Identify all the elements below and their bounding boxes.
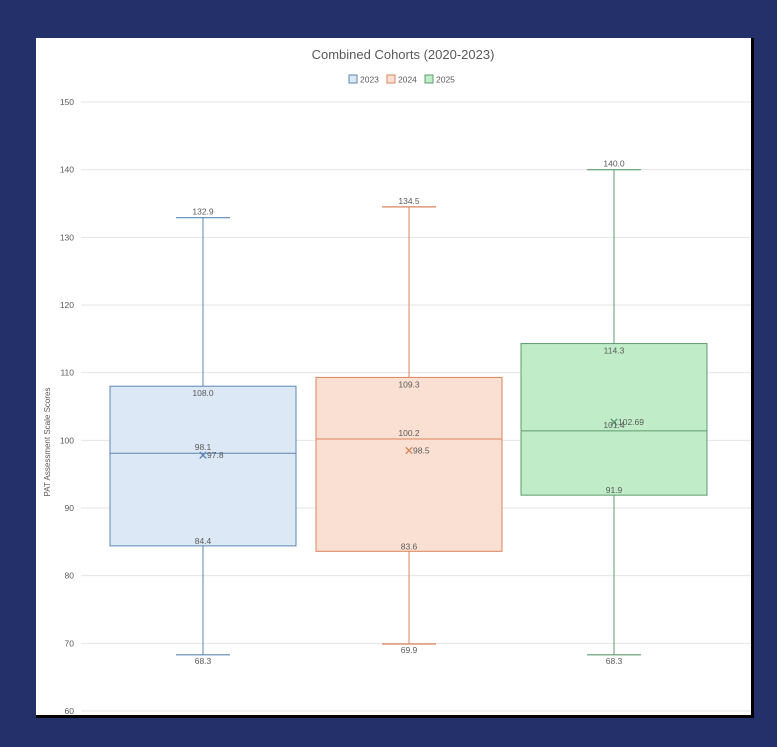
- data-labels: 132.9 108.0 98.197.8 84.4 68.3 134.5 109.3 100.…: [192, 159, 644, 666]
- legend-swatch-2024: [386, 74, 396, 84]
- label-min-2025: 68.3: [606, 656, 623, 666]
- chart-title: Combined Cohorts (2020-2023): [312, 47, 495, 62]
- box-body: [315, 376, 503, 552]
- y-tick-label: 70: [65, 638, 75, 648]
- y-tick-label: 120: [60, 300, 74, 310]
- label-max-2023: 132.9: [192, 207, 214, 217]
- label-median-2024: 100.2: [398, 428, 420, 438]
- label-mean-2025: 102.69: [618, 417, 644, 427]
- label-q3-2024: 109.3: [398, 379, 420, 389]
- label-mean-2023: 97.8: [207, 450, 224, 460]
- y-axis-label: PAT Assessment Scale Scores: [43, 388, 52, 497]
- legend: 2023 2024 2025: [348, 74, 455, 85]
- legend-label-2023: 2023: [360, 75, 379, 85]
- y-tick-label: 150: [60, 97, 74, 107]
- y-tick-label: 140: [60, 165, 74, 175]
- box-2023: [109, 217, 297, 656]
- label-median-2023: 98.1: [195, 442, 212, 452]
- label-q1-2023: 84.4: [195, 536, 212, 546]
- label-min-2023: 68.3: [195, 656, 212, 666]
- label-max-2025: 140.0: [603, 159, 625, 169]
- y-axis-ticks: 60 70 80 90 100 110 120 130 140 150: [60, 97, 74, 715]
- label-q3-2025: 114.3: [604, 346, 625, 356]
- mean-marker-stroke: [610, 418, 618, 426]
- y-tick-label: 100: [60, 435, 74, 445]
- y-tick-label: 130: [60, 232, 74, 242]
- y-tick-label: 60: [65, 706, 75, 715]
- legend-swatch-2025: [424, 74, 434, 84]
- y-tick-label: 90: [65, 503, 75, 513]
- mean-marker-stroke: [199, 451, 207, 459]
- label-mean-2024: 98.5: [413, 445, 430, 455]
- label-min-2024: 69.9: [401, 645, 418, 655]
- boxes: [109, 169, 708, 656]
- legend-label-2025: 2025: [436, 75, 455, 85]
- y-tick-label: 80: [65, 571, 75, 581]
- mean-marker-stroke: [405, 446, 413, 455]
- label-q3-2023: 108.0: [192, 388, 214, 398]
- box-body: [520, 343, 708, 496]
- box-2025: [520, 169, 708, 656]
- mean-marker: [199, 451, 207, 459]
- label-q1-2024: 83.6: [401, 541, 418, 551]
- box-2024: [315, 206, 503, 645]
- box-plot-chart: 60 70 80 90 100 110 120 130 140 150 Combined Coho…: [43, 47, 751, 715]
- y-tick-label: 110: [60, 368, 74, 378]
- box-body: [109, 385, 297, 547]
- label-median-2025: 101.4: [603, 420, 625, 430]
- chart-panel: 60 70 80 90 100 110 120 130 140 150 Combined Coho…: [36, 38, 754, 718]
- label-q1-2025: 91.9: [606, 485, 623, 495]
- legend-swatch-2023: [348, 74, 358, 84]
- label-max-2024: 134.5: [398, 196, 420, 206]
- mean-marker: [610, 418, 618, 426]
- legend-label-2024: 2024: [398, 75, 417, 85]
- mean-marker: [405, 446, 413, 455]
